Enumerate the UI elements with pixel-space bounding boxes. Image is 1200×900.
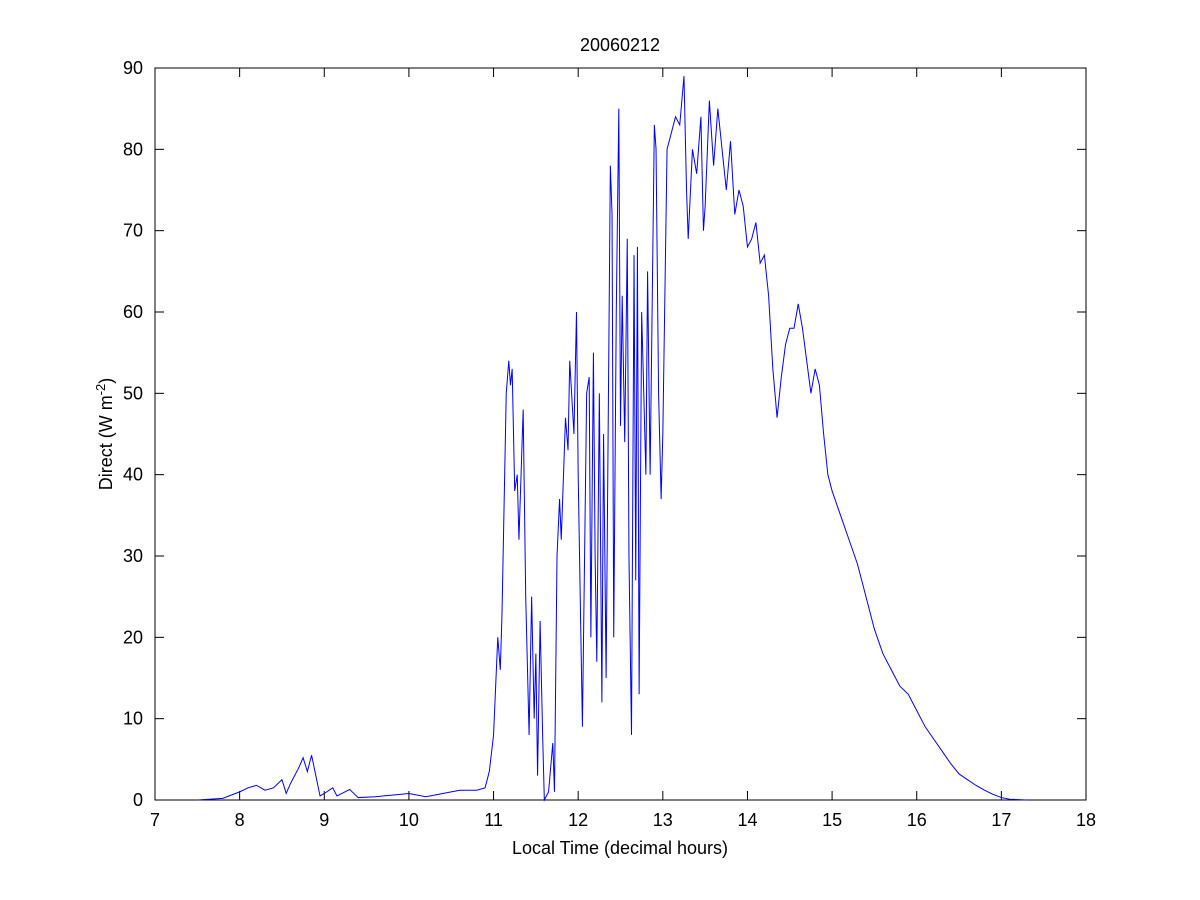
y-tick-label: 90 [123, 58, 143, 78]
x-tick-label: 14 [737, 810, 757, 830]
x-tick-label: 13 [653, 810, 673, 830]
y-label-text: Direct (W m [96, 395, 116, 490]
chart-title: 20060212 [580, 35, 660, 55]
y-label-suffix: ) [96, 378, 116, 384]
y-tick-label: 10 [123, 709, 143, 729]
x-tick-label: 15 [822, 810, 842, 830]
y-label-superscript: -2 [93, 384, 108, 396]
y-axis-label: Direct (W m-2) [93, 378, 116, 491]
y-tick-label: 30 [123, 546, 143, 566]
x-tick-label: 8 [235, 810, 245, 830]
y-tick-label: 40 [123, 465, 143, 485]
x-tick-label: 10 [399, 810, 419, 830]
x-axis-label: Local Time (decimal hours) [512, 838, 728, 858]
data-line [197, 76, 1027, 802]
x-tick-label: 17 [991, 810, 1011, 830]
x-tick-label: 11 [484, 810, 503, 830]
y-tick-label: 20 [123, 627, 143, 647]
y-tick-label: 60 [123, 302, 143, 322]
x-tick-label: 16 [907, 810, 927, 830]
x-tick-label: 9 [319, 810, 329, 830]
y-tick-label: 50 [123, 383, 143, 403]
plot-area [154, 67, 1087, 801]
y-tick-label: 70 [123, 221, 143, 241]
x-tick-label: 12 [568, 810, 588, 830]
x-tick-label: 7 [150, 810, 160, 830]
y-tick-label: 0 [133, 790, 143, 810]
x-tick-label: 18 [1076, 810, 1096, 830]
y-tick-label: 80 [123, 139, 143, 159]
